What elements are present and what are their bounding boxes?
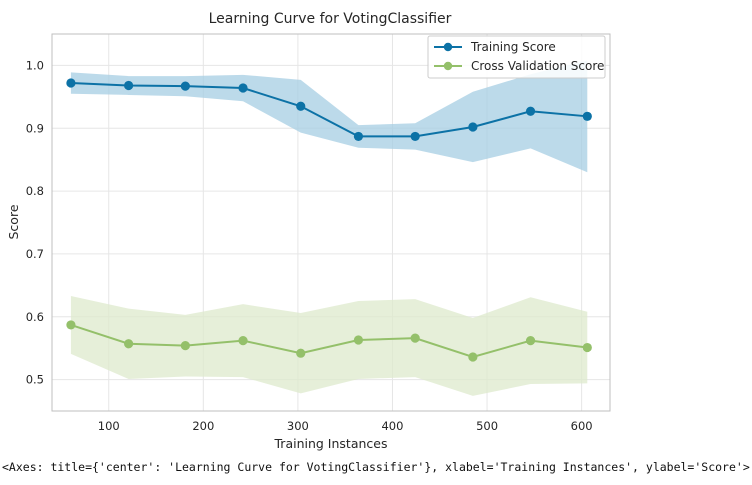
legend: Training Score Cross Validation Score <box>427 35 606 79</box>
x-tick-label: 200 <box>192 419 214 433</box>
series-lines <box>66 78 592 362</box>
tick-labels: 100 200 300 400 500 600 0.5 0.6 0.7 0.8 0.9 1.0 <box>26 58 593 433</box>
series-0-line <box>70 82 588 138</box>
series-1-point <box>238 336 248 346</box>
series-1-point <box>180 341 190 351</box>
chart-title: Learning Curve for VotingClassifier <box>209 11 452 27</box>
y-tick-label: 0.5 <box>26 373 44 387</box>
series-1-point <box>525 336 536 346</box>
series-0-point <box>124 80 134 91</box>
legend-marker-1 <box>443 61 453 71</box>
x-tick-label: 100 <box>98 419 120 433</box>
legend-label-0: Training Score <box>470 40 556 54</box>
y-tick-label: 0.7 <box>26 247 44 261</box>
series-0-point <box>582 111 592 121</box>
y-tick-label: 1.0 <box>26 58 44 72</box>
legend-marker-0 <box>443 42 453 52</box>
series-0-point <box>353 131 364 142</box>
series-0-point <box>410 131 420 142</box>
x-tick-label: 600 <box>571 419 593 433</box>
x-axis-label: Training Instances <box>274 436 388 451</box>
series-1-line <box>70 323 588 359</box>
series-1-point <box>124 339 134 349</box>
y-tick-label: 0.6 <box>26 310 44 324</box>
series-0-band <box>70 60 588 173</box>
y-tick-label: 0.8 <box>26 184 44 198</box>
y-tick-label: 0.9 <box>26 121 44 135</box>
series-0-point <box>468 122 478 132</box>
axes-repr-output: <Axes: title={'center': 'Learning Curve … <box>2 460 750 474</box>
series-1-point <box>468 352 478 362</box>
legend-label-1: Cross Validation Score <box>471 59 604 73</box>
series-0-point <box>238 83 248 93</box>
series-0-point <box>525 106 536 116</box>
series-1-point <box>582 342 592 353</box>
x-tick-label: 300 <box>287 419 309 433</box>
series-0-point <box>180 81 190 91</box>
series-0-point <box>296 101 306 111</box>
x-tick-label: 500 <box>476 419 498 433</box>
x-tick-label: 400 <box>381 419 403 433</box>
y-axis-label: Score <box>6 204 21 239</box>
series-1-point <box>296 348 306 358</box>
legend-box <box>427 35 606 79</box>
series-1-point <box>353 335 364 345</box>
series-0-point <box>66 78 76 88</box>
learning-curve-chart: 100 200 300 400 500 600 0.5 0.6 0.7 0.8 0.9 1.0 Lea… <box>6 11 611 451</box>
plot-frame <box>51 33 611 412</box>
series-1-point <box>410 333 420 343</box>
series-1-point <box>66 320 76 330</box>
